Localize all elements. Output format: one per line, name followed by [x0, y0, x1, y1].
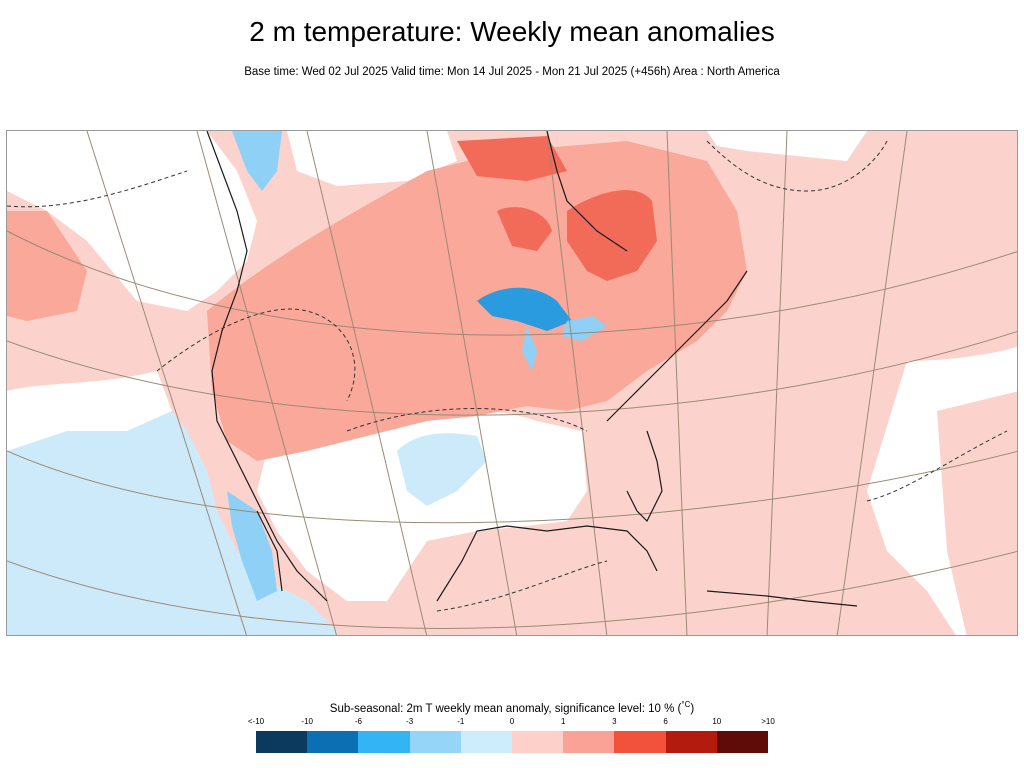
cool-area-mexico	[397, 433, 487, 506]
legend-tick-label: -3	[406, 717, 414, 726]
strong-warm-area-quebec	[567, 190, 657, 281]
legend-tick-label: 1	[560, 717, 566, 726]
legend-tick-label: 6	[663, 717, 668, 726]
legend-swatch	[665, 731, 717, 753]
legend-title: Sub-seasonal: 2m T weekly mean anomaly, …	[329, 700, 695, 715]
lake-erie-ontario	[562, 316, 607, 341]
legend-tick-label: <-10	[247, 717, 265, 726]
cool-area-northwest	[232, 131, 282, 191]
neutral-area-canada-east	[707, 131, 867, 161]
graticule	[7, 131, 1017, 635]
legend-swatch	[256, 731, 308, 753]
legend-tick-label: -1	[457, 717, 465, 726]
legend-swatch	[563, 731, 615, 753]
chart-subtitle: Base time: Wed 02 Jul 2025 Valid time: M…	[244, 66, 780, 78]
lake-michigan	[522, 326, 537, 371]
legend-tick-label: >10	[761, 717, 775, 726]
strong-warm-area-ontario	[497, 207, 552, 251]
legend-swatch	[409, 731, 461, 753]
legend-tick-label: -10	[301, 717, 313, 726]
legend-swatch	[614, 731, 666, 753]
chart-title: 2 m temperature: Weekly mean anomalies	[249, 16, 775, 47]
legend-tick-label: 0	[509, 717, 515, 726]
legend-tick-label: 10	[712, 717, 722, 726]
color-legend	[256, 731, 769, 753]
neutral-area-north	[7, 131, 257, 311]
legend-tick-label: 3	[612, 717, 617, 726]
neutral-area-pacific-white	[7, 371, 172, 451]
legend-swatch	[460, 731, 513, 753]
ocean-area-atlantic	[937, 391, 1017, 635]
legend-swatch	[358, 731, 410, 753]
neutral-area-arctic	[287, 131, 457, 186]
warm-area-west-coast	[7, 211, 87, 321]
legend-ticks: <-10 -10 -6 -3 -1 0 1 3 6 10 >10	[248, 717, 775, 729]
cool-area-great-lakes	[477, 287, 572, 331]
cool-area-baja	[227, 491, 277, 601]
significance-contours	[7, 140, 1008, 612]
warm-area-north	[457, 136, 567, 181]
legend-swatch	[307, 731, 359, 753]
neutral-area-mexico	[257, 409, 587, 601]
legend-tick-label: -6	[354, 717, 362, 726]
legend-swatch	[716, 731, 769, 753]
anomaly-map	[6, 130, 1018, 636]
legend-swatch	[512, 731, 564, 753]
coastlines	[206, 131, 858, 607]
